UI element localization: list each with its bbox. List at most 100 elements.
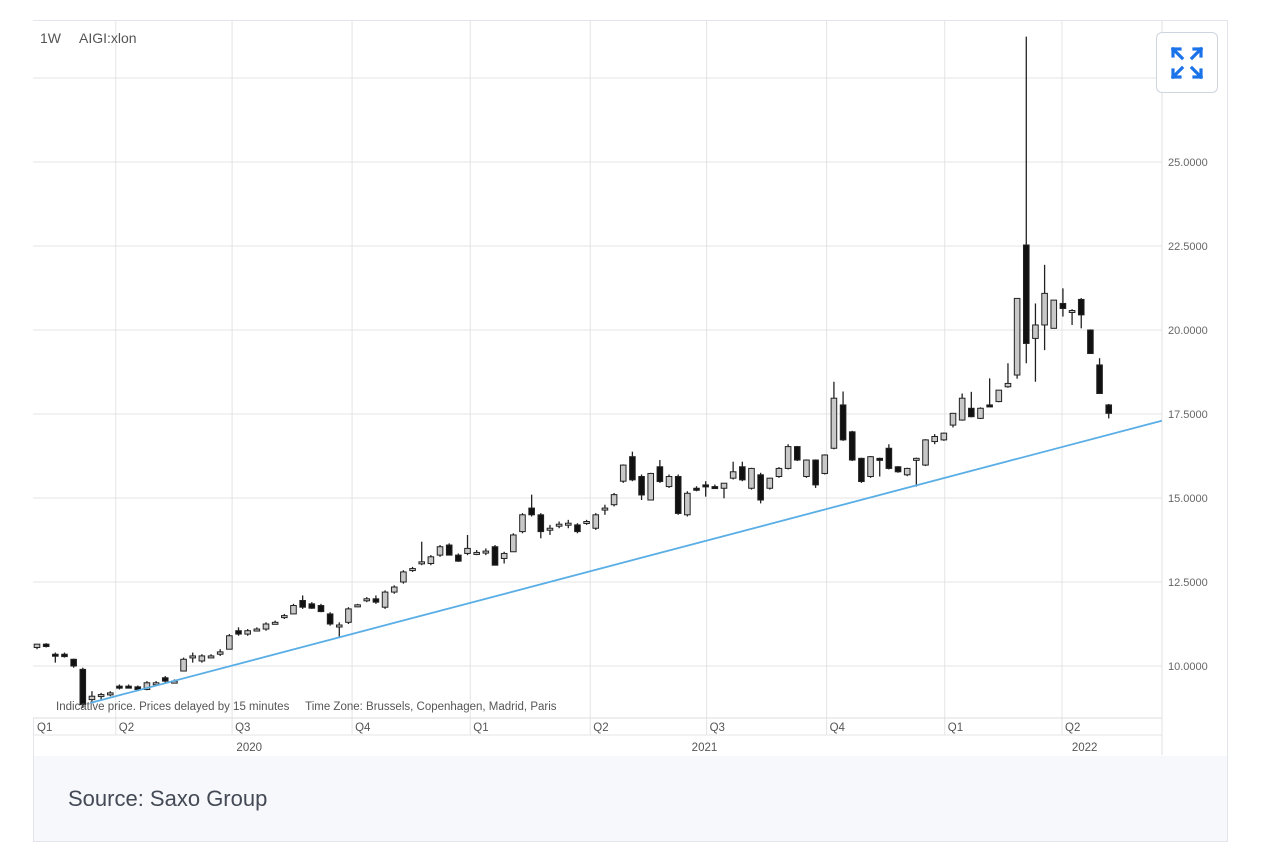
candle-body-up (564, 522, 572, 526)
candle (537, 513, 545, 539)
candle (308, 602, 316, 609)
candle-body-down (125, 685, 132, 689)
candle (70, 658, 77, 668)
candle-body-up (363, 598, 371, 602)
candle (226, 634, 233, 650)
candle-body-up (922, 439, 929, 466)
fullscreen-button[interactable] (1156, 32, 1218, 93)
candle-body-up (583, 521, 590, 525)
candle-body-up (345, 608, 352, 623)
candle-body-up (354, 604, 361, 608)
candle-body-up (995, 389, 1003, 403)
candle-body-up (198, 655, 206, 662)
candle (61, 652, 68, 658)
candle-body-down (894, 466, 902, 473)
candle (436, 545, 444, 557)
candle-body-down (986, 404, 993, 408)
candle-body-down (326, 613, 334, 625)
candle (510, 533, 517, 553)
candle-body-up (271, 621, 279, 625)
symbol-label: AIGI:xlon (79, 30, 137, 46)
candle (601, 504, 609, 515)
plot-area[interactable] (33, 21, 1162, 718)
delay-note: Indicative price. Prices delayed by 15 m… (56, 701, 290, 713)
candle (271, 620, 279, 625)
candle (427, 555, 435, 566)
candle (674, 474, 682, 515)
candle-body-up (1050, 299, 1058, 329)
trendline[interactable] (89, 419, 1163, 704)
candle (793, 445, 801, 462)
candle (409, 566, 416, 572)
candle (766, 477, 774, 490)
candle-body-up (381, 591, 389, 608)
candle-body-down (629, 456, 636, 481)
candle (491, 545, 499, 566)
axes: 10.0000 12.5000 15.0000 17.5000 20.0000 22.50… (33, 21, 1208, 755)
candle (253, 627, 261, 632)
y-tick-label: 22.5000 (1168, 241, 1208, 253)
candle-body-down (638, 475, 645, 496)
candle-body-down (537, 514, 545, 533)
candle-body-down (1077, 298, 1085, 316)
candle-body-up (1068, 310, 1076, 314)
candle (97, 692, 105, 700)
quarter-label: Q1 (948, 722, 963, 734)
candle-body-down (693, 487, 700, 491)
candle-body-down (711, 486, 719, 490)
year-label: 2021 (692, 742, 718, 754)
candle-body-down (42, 643, 50, 648)
candle-body-up (106, 692, 114, 696)
candle (500, 551, 508, 564)
candle-body-up (821, 454, 829, 474)
candle (125, 684, 132, 689)
chart-header: 1W AIGI:xlon (40, 30, 155, 46)
candle (555, 521, 563, 529)
candle-body-up (867, 456, 874, 477)
candle (372, 595, 380, 604)
candle (207, 654, 215, 659)
y-tick-label: 20.0000 (1168, 325, 1208, 337)
quarter-label: Q4 (355, 722, 371, 734)
candle (455, 553, 462, 562)
candle-body-down (61, 653, 68, 658)
candle (583, 519, 590, 525)
candle-body-up (390, 586, 398, 593)
candle-body-down (317, 605, 325, 613)
source-caption: Source: Saxo Group (68, 786, 268, 811)
year-label: 2020 (236, 742, 262, 754)
candle-body-up (684, 492, 691, 516)
candle-body-up (546, 527, 554, 531)
candle (720, 482, 728, 499)
candle-body-down (79, 668, 87, 706)
candle-body-up (619, 464, 627, 482)
candle (958, 393, 966, 421)
candle-body-down (793, 446, 801, 461)
candle-body-up (775, 467, 783, 477)
candle-body-up (592, 514, 600, 529)
candle-body-up (830, 397, 838, 449)
candle (244, 629, 251, 636)
candle (1105, 403, 1113, 419)
candle-body-down (858, 457, 865, 483)
candle-body-up (940, 432, 948, 441)
candle-body-down (1087, 329, 1094, 355)
candle-body-up (647, 472, 655, 501)
candle-body-up (436, 546, 444, 556)
candle-body-up (253, 628, 261, 632)
candle-body-up (400, 571, 407, 583)
timezone-note: Time Zone: Brussels, Copenhagen, Madrid,… (305, 701, 557, 713)
candle-body-up (1013, 297, 1021, 376)
interval-label[interactable]: 1W (40, 30, 61, 46)
price-disclaimer: Indicative price. Prices delayed by 15 m… (56, 701, 557, 713)
candle-body-down (757, 474, 764, 501)
candle (1077, 298, 1085, 329)
quarter-label: Q1 (37, 722, 52, 734)
candle-body-down (876, 457, 884, 461)
candle (839, 391, 847, 441)
trendline-layer (89, 419, 1163, 704)
candle (363, 597, 371, 603)
candle (885, 444, 893, 470)
candle-body-down (1022, 244, 1030, 344)
candle-body-up (180, 658, 187, 672)
